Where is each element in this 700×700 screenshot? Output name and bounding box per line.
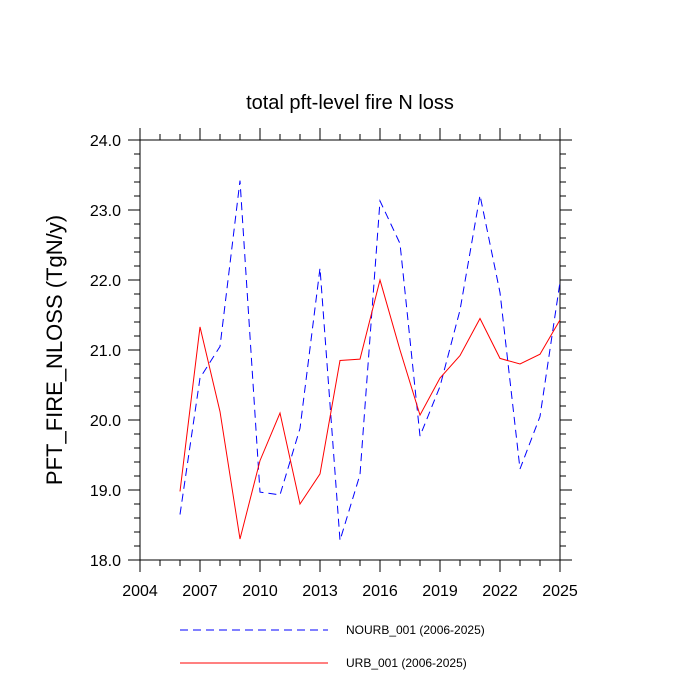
- series-layer: [179, 180, 561, 541]
- x-tick-label: 2013: [302, 583, 338, 600]
- y-tick-label: 22.0: [90, 273, 121, 290]
- chart-title: total pft-level fire N loss: [246, 92, 454, 114]
- y-tick-label: 24.0: [90, 133, 121, 150]
- plot-area: 2004 2007 2010 2013 2016 2019 2022 2025 18.0 19.0…: [90, 128, 578, 600]
- x-tick-label: 2016: [362, 583, 398, 600]
- y-axis-label: PFT_FIRE_NLOSS (TgN/y): [42, 215, 67, 485]
- y-tick-label: 18.0: [90, 553, 121, 570]
- y-tick-label: 23.0: [90, 203, 121, 220]
- legend-label-2: URB_001 (2006-2025): [346, 656, 467, 670]
- legend-label-1: NOURB_001 (2006-2025): [346, 623, 485, 637]
- y-axis: 18.0 19.0 20.0 21.0 22.0 23.0 24.0: [90, 133, 572, 570]
- x-tick-label: 2019: [422, 583, 458, 600]
- y-tick-label: 19.0: [90, 483, 121, 500]
- legend: NOURB_001 (2006-2025) URB_001 (2006-2025): [180, 623, 485, 670]
- x-axis: 2004 2007 2010 2013 2016 2019 2022 2025: [122, 128, 578, 600]
- series-line-1: [179, 180, 561, 541]
- series-line-2: [179, 278, 561, 540]
- x-tick-label: 2007: [182, 583, 218, 600]
- y-tick-label: 21.0: [90, 343, 121, 360]
- x-tick-label: 2004: [122, 583, 158, 600]
- x-tick-label: 2025: [542, 583, 578, 600]
- y-tick-label: 20.0: [90, 413, 121, 430]
- x-tick-label: 2010: [242, 583, 278, 600]
- x-tick-label: 2022: [482, 583, 518, 600]
